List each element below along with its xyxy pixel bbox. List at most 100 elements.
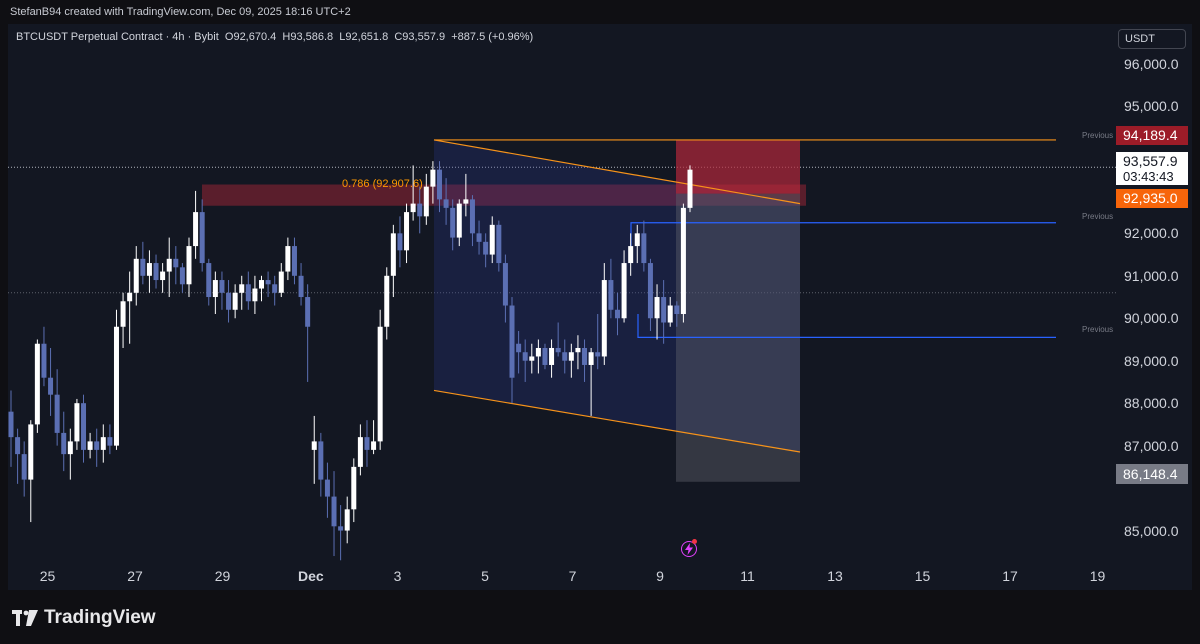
candle-body: [384, 275, 390, 327]
candle-body: [483, 241, 489, 255]
candle-body: [529, 356, 535, 361]
candle-body: [608, 280, 614, 310]
candle-body: [193, 212, 199, 247]
candle-body: [146, 263, 152, 276]
candle-body: [48, 377, 54, 395]
candle-body: [344, 509, 350, 531]
price-chart[interactable]: [8, 24, 1116, 590]
candle-body: [212, 280, 218, 298]
candle-body: [555, 347, 561, 353]
candle-body: [430, 169, 436, 187]
candle-body: [160, 271, 166, 281]
candle-body: [298, 275, 304, 298]
price-axis[interactable]: [1116, 24, 1192, 590]
time-tick-label: 5: [481, 568, 489, 584]
candle-body: [489, 224, 495, 255]
previous-label-top: Previous: [1082, 131, 1114, 140]
candle-body: [436, 169, 442, 200]
previous-label-mid: Previous: [1082, 212, 1114, 221]
price-tick-label: 89,000.0: [1124, 352, 1179, 369]
candle-body: [338, 526, 344, 531]
candle-body: [634, 233, 640, 247]
candle-body: [318, 441, 324, 480]
previous-label-low: Previous: [1082, 325, 1114, 334]
candle-body: [423, 186, 429, 217]
risk-zone: [676, 140, 800, 194]
candle-body: [305, 297, 311, 327]
candle-body: [628, 246, 634, 264]
candle-body: [502, 263, 508, 306]
candle-body: [476, 233, 482, 242]
candle-body: [291, 246, 297, 276]
candle-body: [331, 496, 337, 527]
candle-body: [265, 280, 271, 285]
candle-body: [232, 292, 238, 310]
candle-body: [601, 280, 607, 357]
time-tick-label: 27: [127, 568, 143, 584]
legend-change: +887.5 (+0.96%): [451, 31, 534, 43]
legend-close: C93,557.9: [394, 31, 446, 43]
price-tick-label: 92,000.0: [1124, 225, 1179, 242]
candle-body: [140, 258, 146, 276]
candle-body: [641, 233, 647, 264]
legend-high: H93,586.8: [282, 31, 334, 43]
candle-body: [364, 437, 370, 450]
candle-body: [575, 347, 581, 353]
legend-symbol[interactable]: BTCUSDT Perpetual Contract · 4h · Bybit: [16, 31, 219, 43]
candle-body: [614, 309, 620, 319]
take-profit-tag: 94,189.4: [1116, 126, 1188, 145]
candle-body: [94, 441, 100, 450]
candle-body: [680, 207, 686, 315]
candle-body: [377, 326, 383, 442]
price-tick-label: 88,000.0: [1124, 395, 1179, 412]
candle-body: [87, 441, 93, 450]
candle-body: [61, 432, 67, 455]
price-tick-label: 87,000.0: [1124, 437, 1179, 454]
fib-zone: [202, 184, 806, 206]
candle-body: [67, 441, 73, 455]
candle-body: [404, 212, 410, 251]
candle-body: [390, 233, 396, 276]
time-tick-label: 9: [656, 568, 664, 584]
candle-body: [324, 479, 330, 497]
candle-body: [661, 297, 667, 323]
price-tick-label: 95,000.0: [1124, 97, 1179, 114]
time-tick-label: 13: [827, 568, 843, 584]
candle-body: [509, 305, 515, 378]
candle-body: [456, 203, 462, 238]
time-tick-label: 11: [740, 568, 755, 584]
candle-body: [351, 466, 357, 510]
candle-body: [469, 199, 475, 234]
chart-pane[interactable]: [8, 24, 1116, 590]
candle-body: [463, 199, 469, 204]
candle-body: [81, 403, 87, 450]
candle-body: [417, 203, 423, 217]
price-tick-label: 85,000.0: [1124, 522, 1179, 539]
entry-tag: 92,935.0: [1116, 189, 1188, 208]
time-tick-label: 17: [1002, 568, 1018, 584]
candle-body: [8, 411, 14, 438]
candle-body: [687, 169, 693, 208]
prev-low-line: [637, 314, 1056, 338]
candle-body: [226, 292, 232, 310]
candle-body: [397, 233, 403, 251]
stop-tag: 86,148.4: [1116, 464, 1188, 484]
time-tick-label: 7: [568, 568, 577, 584]
candle-body: [259, 280, 265, 289]
wedge-upper-line: [433, 139, 801, 205]
candle-body: [278, 271, 284, 293]
candle-body: [28, 424, 34, 480]
candle-body: [516, 343, 522, 353]
currency-button[interactable]: USDT: [1118, 29, 1186, 49]
price-tick-label: 90,000.0: [1124, 310, 1179, 327]
candle-body: [595, 352, 601, 357]
candle-body: [654, 297, 660, 319]
candle-body: [41, 343, 47, 378]
tradingview-logo-icon: [12, 610, 38, 626]
lightning-icon[interactable]: [681, 539, 697, 557]
candle-body: [285, 246, 291, 272]
candle-body: [186, 246, 192, 285]
candle-body: [535, 347, 541, 357]
candle-body: [582, 347, 588, 365]
